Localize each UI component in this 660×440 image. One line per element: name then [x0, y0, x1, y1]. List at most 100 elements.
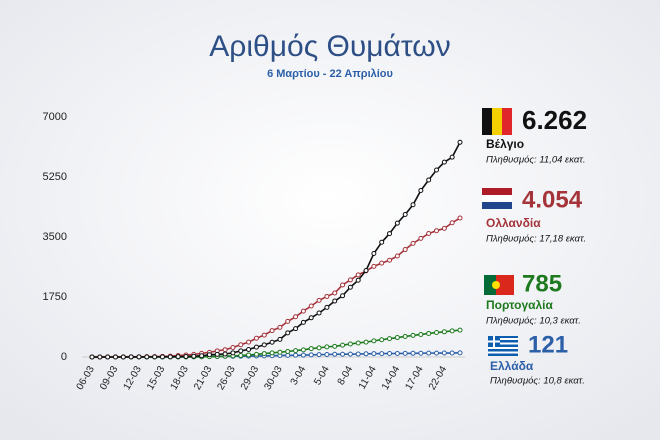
legend-name: Ελλάδα	[490, 359, 534, 373]
point	[222, 347, 228, 353]
point	[441, 225, 447, 231]
point	[277, 349, 283, 355]
y-tick-label: 7000	[43, 111, 67, 123]
point	[261, 342, 267, 348]
point	[340, 282, 346, 288]
point	[363, 267, 369, 273]
chart-title: Αριθμός Θυμάτων	[209, 30, 450, 63]
point	[379, 239, 385, 245]
point	[340, 342, 346, 348]
point	[418, 350, 424, 356]
point	[410, 240, 416, 246]
point	[371, 263, 377, 269]
point	[316, 297, 322, 303]
point	[293, 326, 299, 332]
point	[324, 351, 330, 357]
point	[120, 354, 126, 360]
point	[175, 354, 181, 360]
point	[300, 308, 306, 314]
point	[277, 324, 283, 330]
point	[293, 352, 299, 358]
point	[316, 352, 322, 358]
point	[183, 354, 189, 360]
legend-total: 4.054	[522, 186, 583, 213]
legend-total: 785	[522, 270, 562, 297]
legend-name: Πορτογαλία	[486, 298, 553, 312]
point	[434, 228, 440, 234]
point	[332, 290, 338, 296]
point	[112, 354, 118, 360]
point	[261, 332, 267, 338]
legend-name: Βέλγιο	[486, 137, 524, 151]
point	[410, 202, 416, 208]
point	[355, 340, 361, 346]
point	[230, 345, 236, 351]
point	[387, 231, 393, 237]
point	[394, 220, 400, 226]
point	[441, 159, 447, 165]
point	[340, 351, 346, 357]
point	[379, 351, 385, 357]
point	[387, 351, 393, 357]
point	[300, 347, 306, 353]
point	[308, 303, 314, 309]
point	[441, 350, 447, 356]
point	[363, 351, 369, 357]
point	[347, 351, 353, 357]
point	[308, 352, 314, 358]
point	[293, 314, 299, 320]
point	[410, 332, 416, 338]
point	[449, 220, 455, 226]
point	[316, 345, 322, 351]
point	[347, 284, 353, 290]
point	[332, 343, 338, 349]
point	[426, 231, 432, 237]
point	[324, 293, 330, 299]
point	[371, 351, 377, 357]
point	[238, 342, 244, 348]
y-tick-label: 1750	[43, 291, 67, 303]
flag-greece	[488, 336, 518, 356]
point	[418, 187, 424, 193]
point	[300, 319, 306, 325]
point	[355, 351, 361, 357]
point	[449, 328, 455, 334]
y-tick-label: 3500	[43, 231, 67, 243]
point	[285, 318, 291, 324]
point	[363, 339, 369, 345]
point	[285, 349, 291, 355]
point	[379, 260, 385, 266]
point	[230, 350, 236, 356]
point	[238, 348, 244, 354]
point	[89, 354, 95, 360]
point	[167, 354, 173, 360]
point	[246, 352, 252, 358]
point	[457, 139, 463, 145]
point	[449, 154, 455, 160]
point	[269, 328, 275, 334]
point	[371, 250, 377, 256]
point	[159, 354, 165, 360]
point	[152, 354, 158, 360]
point	[434, 350, 440, 356]
legend-population: Πληθυσμός: 10,8 εκατ.	[490, 376, 585, 387]
point	[246, 346, 252, 352]
point	[332, 351, 338, 357]
point	[324, 304, 330, 310]
point	[97, 354, 103, 360]
y-tick-label: 5250	[43, 171, 67, 183]
point	[340, 293, 346, 299]
point	[222, 351, 228, 357]
legend-population: Πληθυσμός: 17,18 εκατ.	[486, 234, 586, 245]
legend-name: Ολλανδία	[486, 216, 541, 230]
point	[426, 330, 432, 336]
point	[457, 350, 463, 356]
legend-total: 121	[528, 331, 568, 358]
point	[402, 247, 408, 253]
point	[206, 352, 212, 358]
point	[214, 351, 220, 357]
point	[355, 277, 361, 283]
point	[332, 298, 338, 304]
point	[402, 350, 408, 356]
point	[324, 344, 330, 350]
